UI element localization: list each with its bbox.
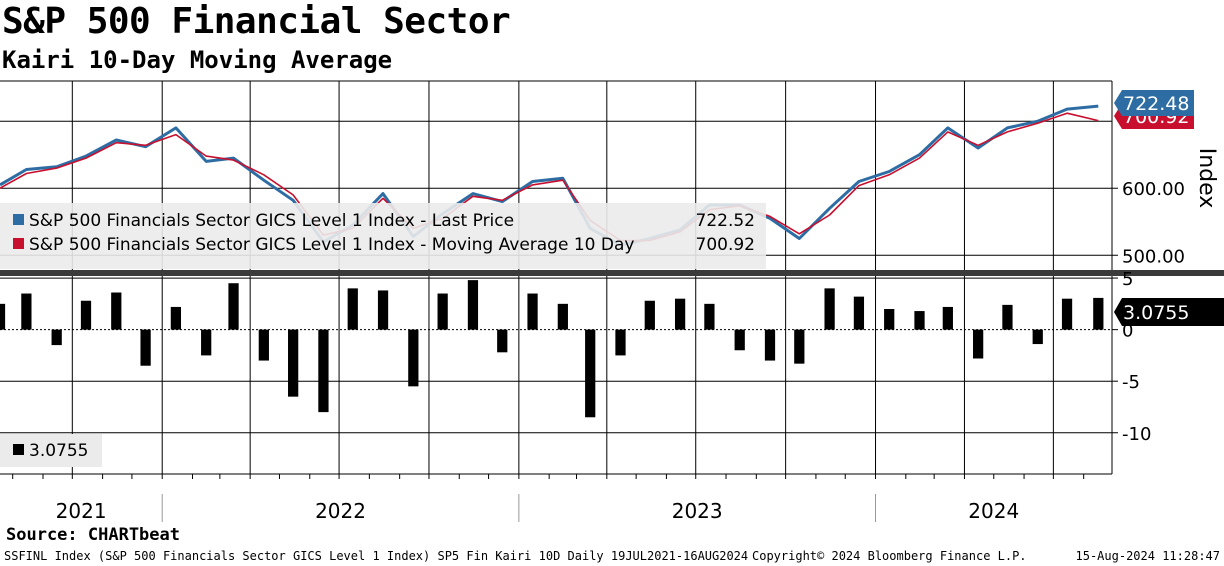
upper-legend-box — [0, 203, 766, 269]
kairi-bar — [288, 329, 299, 397]
kairi-bar — [557, 303, 568, 330]
panel-divider — [0, 270, 1224, 276]
legend-swatch — [13, 444, 24, 455]
kairi-bar — [794, 329, 805, 364]
kairi-bar — [21, 293, 32, 330]
gridlines — [0, 81, 1112, 474]
kairi-bar — [853, 296, 865, 330]
kairi-bar — [437, 293, 448, 330]
kairi-bar — [201, 329, 212, 356]
x-tick-label: 2022 — [315, 499, 366, 523]
kairi-bar — [585, 329, 596, 418]
chart-subtitle: Kairi 10-Day Moving Average — [2, 46, 393, 74]
footer-copyright: Copyright© 2024 Bloomberg Finance L.P. — [752, 549, 1027, 563]
legend-value: 700.92 — [696, 235, 755, 255]
kairi-bar — [674, 298, 686, 330]
kairi-bar — [140, 329, 151, 366]
upper-y-axis-label: Index — [1194, 148, 1219, 209]
kairi-bar — [973, 329, 984, 359]
kairi-value-badge-text: 3.0755 — [1123, 302, 1189, 324]
kairi-bar — [0, 303, 6, 330]
kairi-bar — [228, 283, 239, 330]
lower-y-tick-label: 5 — [1122, 269, 1133, 290]
kairi-bar — [318, 329, 329, 413]
kairi-bar — [51, 329, 62, 346]
kairi-bar — [377, 290, 389, 330]
kairi-bar — [884, 309, 895, 330]
kairi-value-badge-shape — [1114, 298, 1224, 326]
kairi-bar — [1093, 297, 1104, 330]
kairi-bar — [258, 329, 269, 361]
kairi-bar — [824, 288, 835, 330]
legend-label: S&P 500 Financials Sector GICS Level 1 I… — [29, 235, 634, 255]
kairi-bar — [408, 329, 419, 387]
kairi-bar — [1002, 304, 1013, 330]
kairi-bar — [644, 300, 655, 330]
legend-swatch — [13, 238, 24, 249]
x-tick-label: 2021 — [56, 499, 107, 523]
upper-y-tick-label: 500.00 — [1122, 246, 1185, 267]
x-tick-label: 2023 — [672, 499, 723, 523]
upper-y-tick-label: 600.00 — [1122, 179, 1185, 200]
kairi-bar — [615, 329, 626, 356]
kairi-bar — [111, 292, 122, 330]
kairi-bars — [0, 280, 1104, 418]
price-value-badge-text: 722.48 — [1123, 93, 1189, 115]
source-note: Source: CHARTbeat — [6, 525, 180, 545]
x-tick-label: 2024 — [968, 499, 1019, 523]
footer-timestamp: 15-Aug-2024 11:28:47 — [1075, 549, 1221, 563]
moving-average-line — [0, 112, 1099, 242]
price-value-badge-shape — [1114, 90, 1194, 116]
kairi-bar — [527, 293, 538, 330]
kairi-bar — [1061, 298, 1073, 330]
kairi-bar — [734, 329, 745, 351]
kairi-bar — [914, 311, 925, 330]
kairi-bar — [704, 303, 715, 330]
legend-label: S&P 500 Financials Sector GICS Level 1 I… — [29, 211, 514, 231]
kairi-bar — [942, 306, 953, 330]
lower-y-tick-label: -10 — [1122, 424, 1151, 445]
price-value-badge: 722.48 — [1114, 90, 1194, 116]
chart-title: S&P 500 Financial Sector — [2, 1, 511, 42]
kairi-bar — [497, 329, 508, 353]
lower-y-tick-label: -5 — [1122, 372, 1140, 393]
kairi-bar — [80, 300, 92, 330]
last-price-line — [0, 104, 1099, 247]
footer-ticker-info: SSFINL Index (S&P 500 Financials Sector … — [4, 549, 749, 563]
lower-y-tick-label: 0 — [1122, 321, 1133, 342]
kairi-bar — [347, 288, 358, 330]
kairi-bar — [170, 306, 182, 330]
axes: 600.00 500.00 Index 5 0 -5 -10 2021 2022 2023 2024 — [0, 80, 1224, 523]
kairi-bar — [764, 329, 776, 361]
legend-value: 3.0755 — [29, 441, 88, 461]
legend-swatch — [13, 214, 24, 225]
kairi-value-badge: 3.0755 — [1114, 298, 1224, 326]
price-lines — [0, 104, 1099, 247]
legend-value: 722.52 — [696, 211, 755, 231]
kairi-bar — [1032, 329, 1043, 345]
kairi-bar — [467, 280, 479, 330]
legend: S&P 500 Financials Sector GICS Level 1 I… — [0, 203, 766, 467]
